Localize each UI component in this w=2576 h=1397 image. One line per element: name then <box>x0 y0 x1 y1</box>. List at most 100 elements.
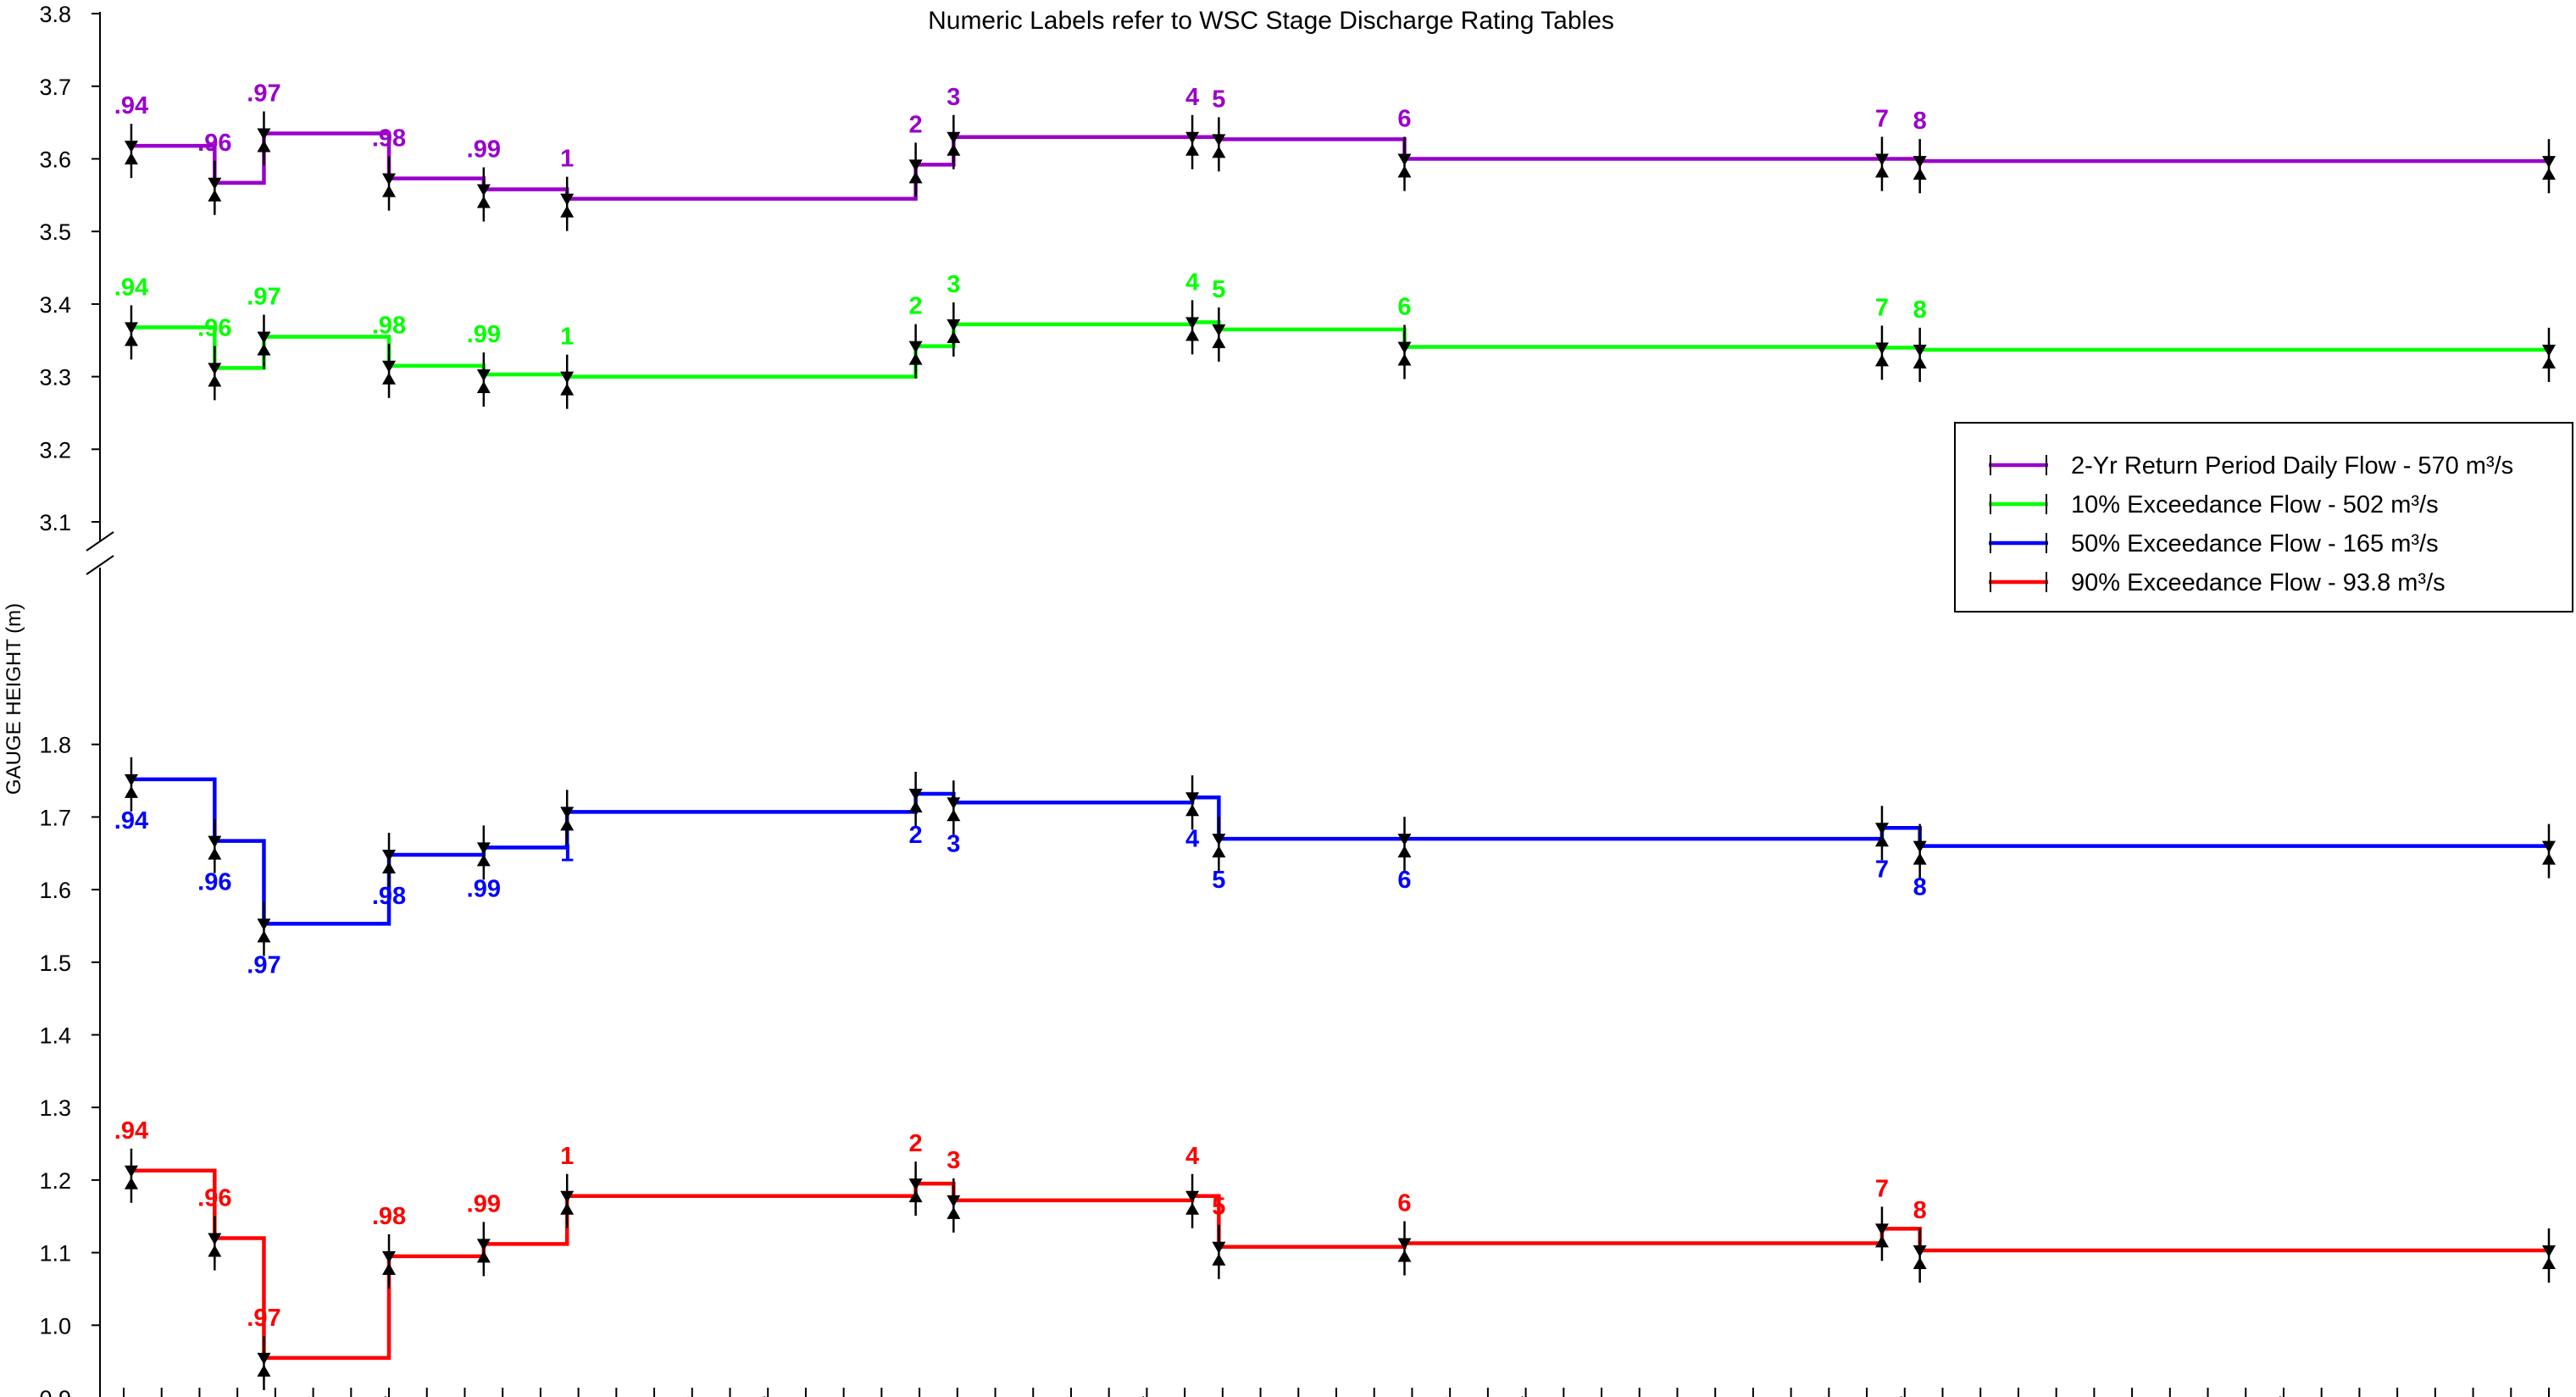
marker-up-triangle <box>382 861 397 873</box>
y-tick-label: 3.6 <box>39 147 71 173</box>
legend-label: 2-Yr Return Period Daily Flow - 570 m³/s <box>2071 452 2513 480</box>
marker-down-triangle <box>1913 1245 1927 1258</box>
rating-label: .94 <box>114 1117 148 1145</box>
marker-up-triangle <box>947 809 961 822</box>
marker-up-triangle <box>257 140 271 152</box>
marker-down-triangle <box>947 131 961 144</box>
marker-up-triangle <box>1397 353 1412 366</box>
rating-label: .99 <box>467 321 501 348</box>
marker-down-triangle <box>124 1165 138 1178</box>
marker-up-triangle <box>476 854 491 867</box>
marker-up-triangle <box>1913 168 1927 180</box>
rating-label: 2 <box>909 822 923 849</box>
rating-label: .99 <box>467 1190 501 1217</box>
marker-up-triangle <box>2542 852 2556 865</box>
marker-up-triangle <box>1185 329 1200 341</box>
marker-down-triangle <box>124 141 138 153</box>
marker-down-triangle <box>208 835 222 848</box>
marker-up-triangle <box>208 374 222 387</box>
marker-up-triangle <box>2542 1257 2556 1270</box>
marker-down-triangle <box>1397 341 1412 354</box>
x-tick-label: 1/1/50 <box>73 1392 136 1397</box>
marker-down-triangle <box>1913 344 1927 357</box>
rating-label: .99 <box>467 875 501 902</box>
marker-down-triangle <box>1185 131 1200 144</box>
marker-down-triangle <box>1212 834 1226 846</box>
marker-up-triangle <box>1874 165 1889 178</box>
marker-down-triangle <box>476 369 491 382</box>
rating-label: 7 <box>1875 106 1889 133</box>
marker-up-triangle <box>1874 354 1889 367</box>
y-tick-label: 1.4 <box>39 1023 71 1049</box>
marker-up-triangle <box>382 1262 397 1275</box>
y-tick-label: 3.1 <box>39 510 71 535</box>
rating-label: 2 <box>909 293 923 320</box>
marker-up-triangle <box>908 800 923 812</box>
marker-down-triangle <box>382 849 397 862</box>
marker-up-triangle <box>1185 143 1200 156</box>
marker-up-triangle <box>947 330 961 343</box>
rating-label: 6 <box>1397 293 1411 320</box>
rating-label: 5 <box>1212 86 1225 113</box>
series-4: .94 .96 .97 .98 .99 1 23 45 6 78 <box>114 1117 2556 1390</box>
marker-down-triangle <box>947 797 961 810</box>
series-2: .94 .96 .97 .98 .99 1 23 4 5 6 7 8 <box>114 269 2556 409</box>
marker-down-triangle <box>1185 317 1200 330</box>
marker-down-triangle <box>1212 1241 1226 1254</box>
marker-up-triangle <box>124 785 138 798</box>
marker-up-triangle <box>560 1202 575 1215</box>
rating-label: .97 <box>247 1305 280 1332</box>
marker-down-triangle <box>1874 342 1889 355</box>
rating-label: 7 <box>1875 294 1889 321</box>
rating-label: 1 <box>560 146 574 173</box>
legend-label: 50% Exceedance Flow - 165 m³/s <box>2071 530 2439 557</box>
legend-item: 90% Exceedance Flow - 93.8 m³/s <box>1989 569 2446 596</box>
legend-item: 10% Exceedance Flow - 502 m³/s <box>1989 491 2439 518</box>
marker-up-triangle <box>382 185 397 197</box>
rating-label: .97 <box>247 80 280 108</box>
legend-box <box>1954 422 2573 613</box>
marker-down-triangle <box>257 331 271 344</box>
rating-label: 6 <box>1397 1189 1411 1217</box>
y-axis-label: GAUGE HEIGHT (m) <box>3 603 25 795</box>
y-tick-label: 3.8 <box>39 2 71 27</box>
rating-label: 3 <box>947 830 960 857</box>
marker-down-triangle <box>947 319 961 331</box>
marker-down-triangle <box>908 788 923 801</box>
marker-up-triangle <box>1212 335 1226 348</box>
marker-up-triangle <box>1212 845 1226 858</box>
marker-up-triangle <box>1212 146 1226 158</box>
y-tick-label: 1.1 <box>39 1241 71 1267</box>
rating-label: .94 <box>114 274 148 301</box>
marker-down-triangle <box>1397 834 1412 846</box>
rating-label: .99 <box>467 136 501 163</box>
rating-label: 1 <box>560 324 574 351</box>
marker-up-triangle <box>947 143 961 156</box>
y-tick-label: 1.5 <box>39 951 71 976</box>
y-tick-label: 1.8 <box>39 733 71 758</box>
marker-up-triangle <box>560 383 575 396</box>
rating-label: 2 <box>909 1130 923 1157</box>
marker-down-triangle <box>257 918 271 931</box>
rating-label: 1 <box>560 1143 574 1170</box>
rating-label: .98 <box>372 313 406 340</box>
series-line <box>130 1168 2549 1361</box>
marker-up-triangle <box>1874 1235 1889 1248</box>
y-tick-label: 3.7 <box>39 75 71 100</box>
marker-up-triangle <box>257 930 271 943</box>
marker-down-triangle <box>476 184 491 197</box>
rating-label: 1 <box>560 840 574 867</box>
series-3: .94 .96 .97 .98 .99 1 2 3 45 6 78 <box>114 757 2556 978</box>
y-tick-label: 3.4 <box>39 292 71 318</box>
marker-down-triangle <box>476 1239 491 1251</box>
chart-title: Numeric Labels refer to WSC Stage Discha… <box>928 7 1614 35</box>
series-line <box>130 320 2549 379</box>
marker-down-triangle <box>124 322 138 335</box>
marker-down-triangle <box>1212 324 1226 336</box>
rating-label: 3 <box>947 84 960 111</box>
axes: 0.9 1.0 1.1 1.2 1.3 1.4 1.5 1.6 1.7 1.8 3.1 3.2 3.3 3… <box>39 2 2550 1397</box>
marker-up-triangle <box>382 372 397 385</box>
rating-label: 4 <box>1185 269 1199 296</box>
marker-down-triangle <box>2542 344 2556 357</box>
series-layer: .94.96.97.98.99 123 4 56 7 8.94.96.97.98.99 12… <box>73 80 2561 1397</box>
